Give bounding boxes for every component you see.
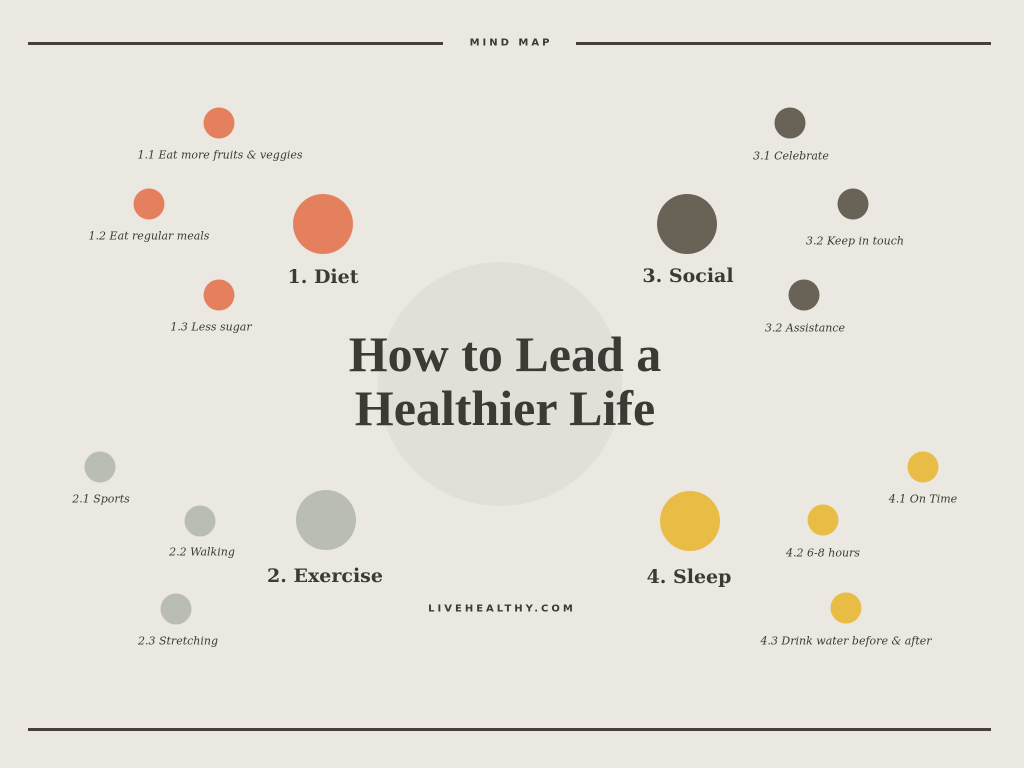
social-sub-node: [774, 107, 806, 139]
sleep-main-node: [660, 491, 720, 551]
social-main-node: [657, 194, 717, 254]
sleep-sub-node: [907, 451, 939, 483]
diet-sub-label: 1.2 Eat regular meals: [88, 229, 210, 243]
social-sub-label: 3.2 Assistance: [764, 321, 846, 335]
sleep-sub-node: [830, 592, 862, 624]
title-line-2: Healthier Life: [354, 380, 656, 436]
social-sub-label: 3.1 Celebrate: [753, 149, 829, 163]
diet-sub-label: 1.3 Less sugar: [170, 320, 252, 334]
exercise-sub-label: 2.2 Walking: [169, 545, 235, 559]
exercise-sub-label: 2.1 Sports: [72, 492, 130, 506]
diet-sub-label: 1.1 Eat more fruits & veggies: [137, 148, 303, 162]
bottom-rule: [28, 728, 991, 731]
sleep-sub-node: [807, 504, 839, 536]
social-label: 3. Social: [642, 265, 734, 287]
diet-sub-node: [203, 107, 235, 139]
exercise-label: 2. Exercise: [267, 565, 383, 587]
title-line-1: How to Lead a: [348, 326, 662, 382]
top-rule-right: [576, 42, 991, 45]
center-circle: [378, 262, 622, 506]
social-sub-label: 3.2 Keep in touch: [806, 234, 904, 248]
social-sub-node: [788, 279, 820, 311]
social-sub-node: [837, 188, 869, 220]
top-rule-left: [28, 42, 443, 45]
exercise-sub-node: [184, 505, 216, 537]
exercise-sub-label: 2.3 Stretching: [137, 634, 219, 648]
diet-sub-node: [133, 188, 165, 220]
diet-label: 1. Diet: [287, 266, 359, 288]
sleep-sub-label: 4.1 On Time: [888, 492, 958, 506]
exercise-main-node: [296, 490, 356, 550]
exercise-sub-node: [84, 451, 116, 483]
sleep-sub-label: 4.2 6-8 hours: [786, 546, 860, 560]
diet-sub-node: [203, 279, 235, 311]
sleep-label: 4. Sleep: [646, 566, 732, 588]
header-label: MIND MAP: [469, 37, 553, 49]
exercise-sub-node: [160, 593, 192, 625]
sleep-sub-label: 4.3 Drink water before & after: [760, 634, 932, 648]
site-url: LIVEHEALTHY.COM: [428, 603, 576, 615]
diet-main-node: [293, 194, 353, 254]
